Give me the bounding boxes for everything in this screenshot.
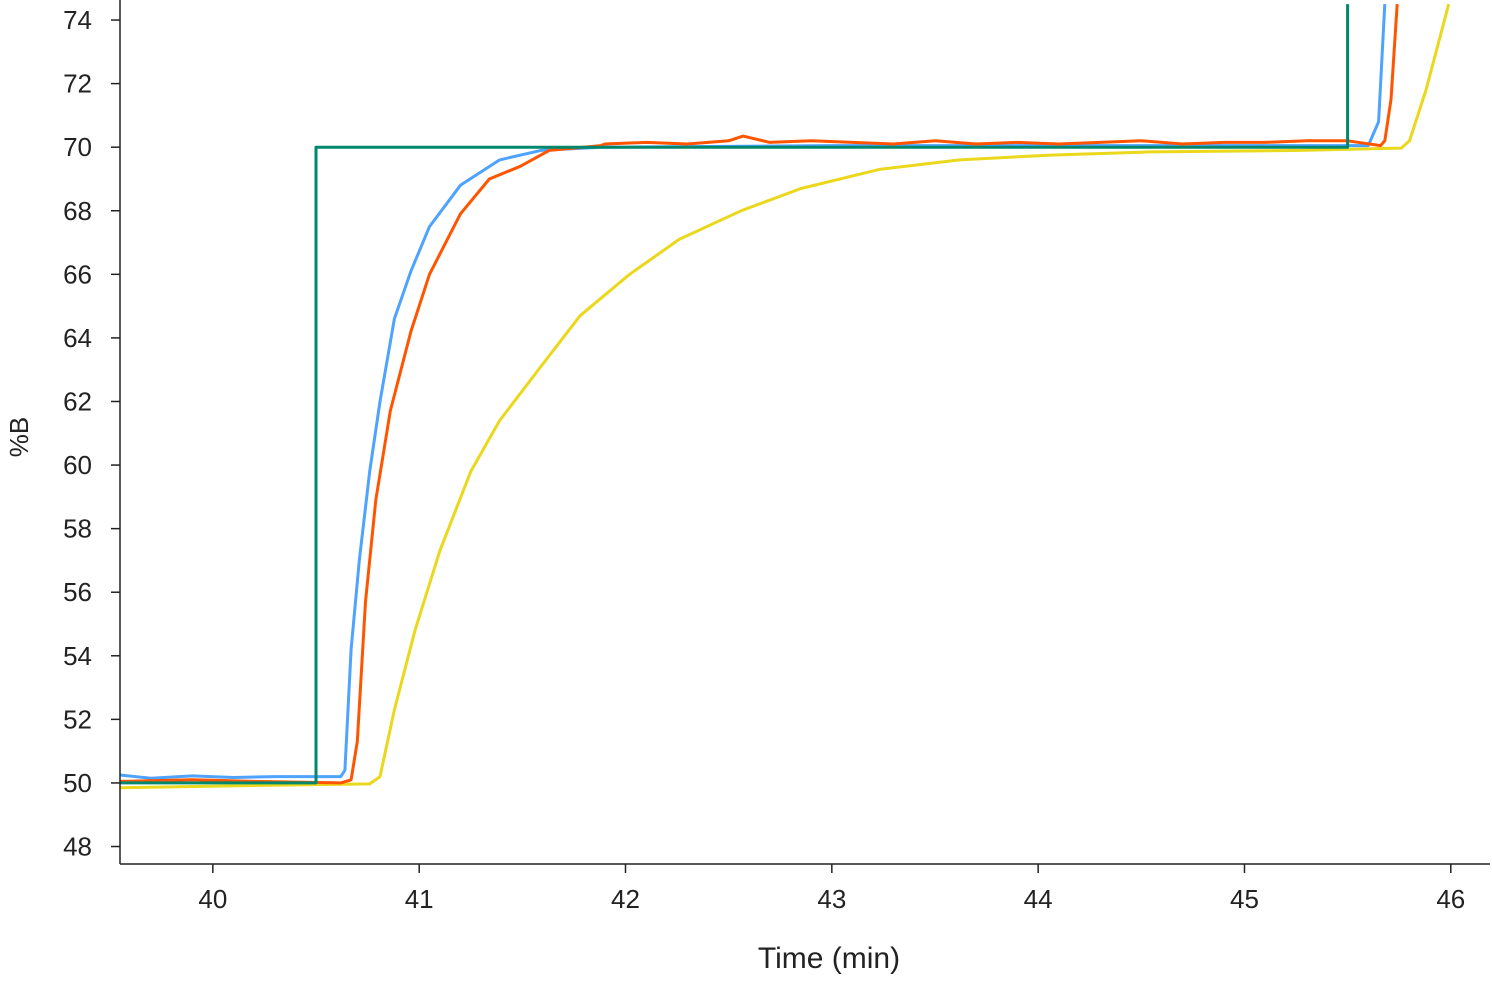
x-tick-label: 44	[1024, 884, 1053, 914]
series-layer	[119, 3, 1451, 790]
x-tick-label: 42	[611, 884, 640, 914]
series-line-1	[119, 3, 1451, 790]
y-tick-label: 60	[63, 450, 92, 480]
y-tick-label: 48	[63, 832, 92, 862]
y-tick-label: 72	[63, 69, 92, 99]
x-tick-label: 43	[817, 884, 846, 914]
series-line-3	[119, 4, 1399, 785]
y-axis-label: %B	[4, 417, 34, 457]
y-tick-label: 56	[63, 577, 92, 607]
series-line-4	[120, 4, 1350, 785]
y-tick-label: 54	[63, 641, 92, 671]
y-tick-label: 58	[63, 514, 92, 544]
x-tick-label: 45	[1230, 884, 1259, 914]
x-axis-label: Time (min)	[758, 942, 900, 975]
y-tick-label: 62	[63, 386, 92, 416]
y-tick-label: 52	[63, 704, 92, 734]
y-tick-label: 50	[63, 768, 92, 798]
x-tick-label: 40	[198, 884, 227, 914]
y-tick-label: 66	[63, 259, 92, 289]
x-tick-label: 46	[1436, 884, 1465, 914]
y-tick-label: 68	[63, 196, 92, 226]
ticks: 40 41 42 43 44 45 46 48 50 52 54 56 58 60 62 64 66 68 70 72…	[63, 5, 1465, 914]
y-tick-label: 70	[63, 132, 92, 162]
x-tick-label: 41	[405, 884, 434, 914]
series-line-2	[119, 4, 1387, 780]
axes	[119, 0, 1490, 865]
y-tick-label: 74	[63, 5, 92, 35]
y-tick-label: 64	[63, 323, 92, 353]
